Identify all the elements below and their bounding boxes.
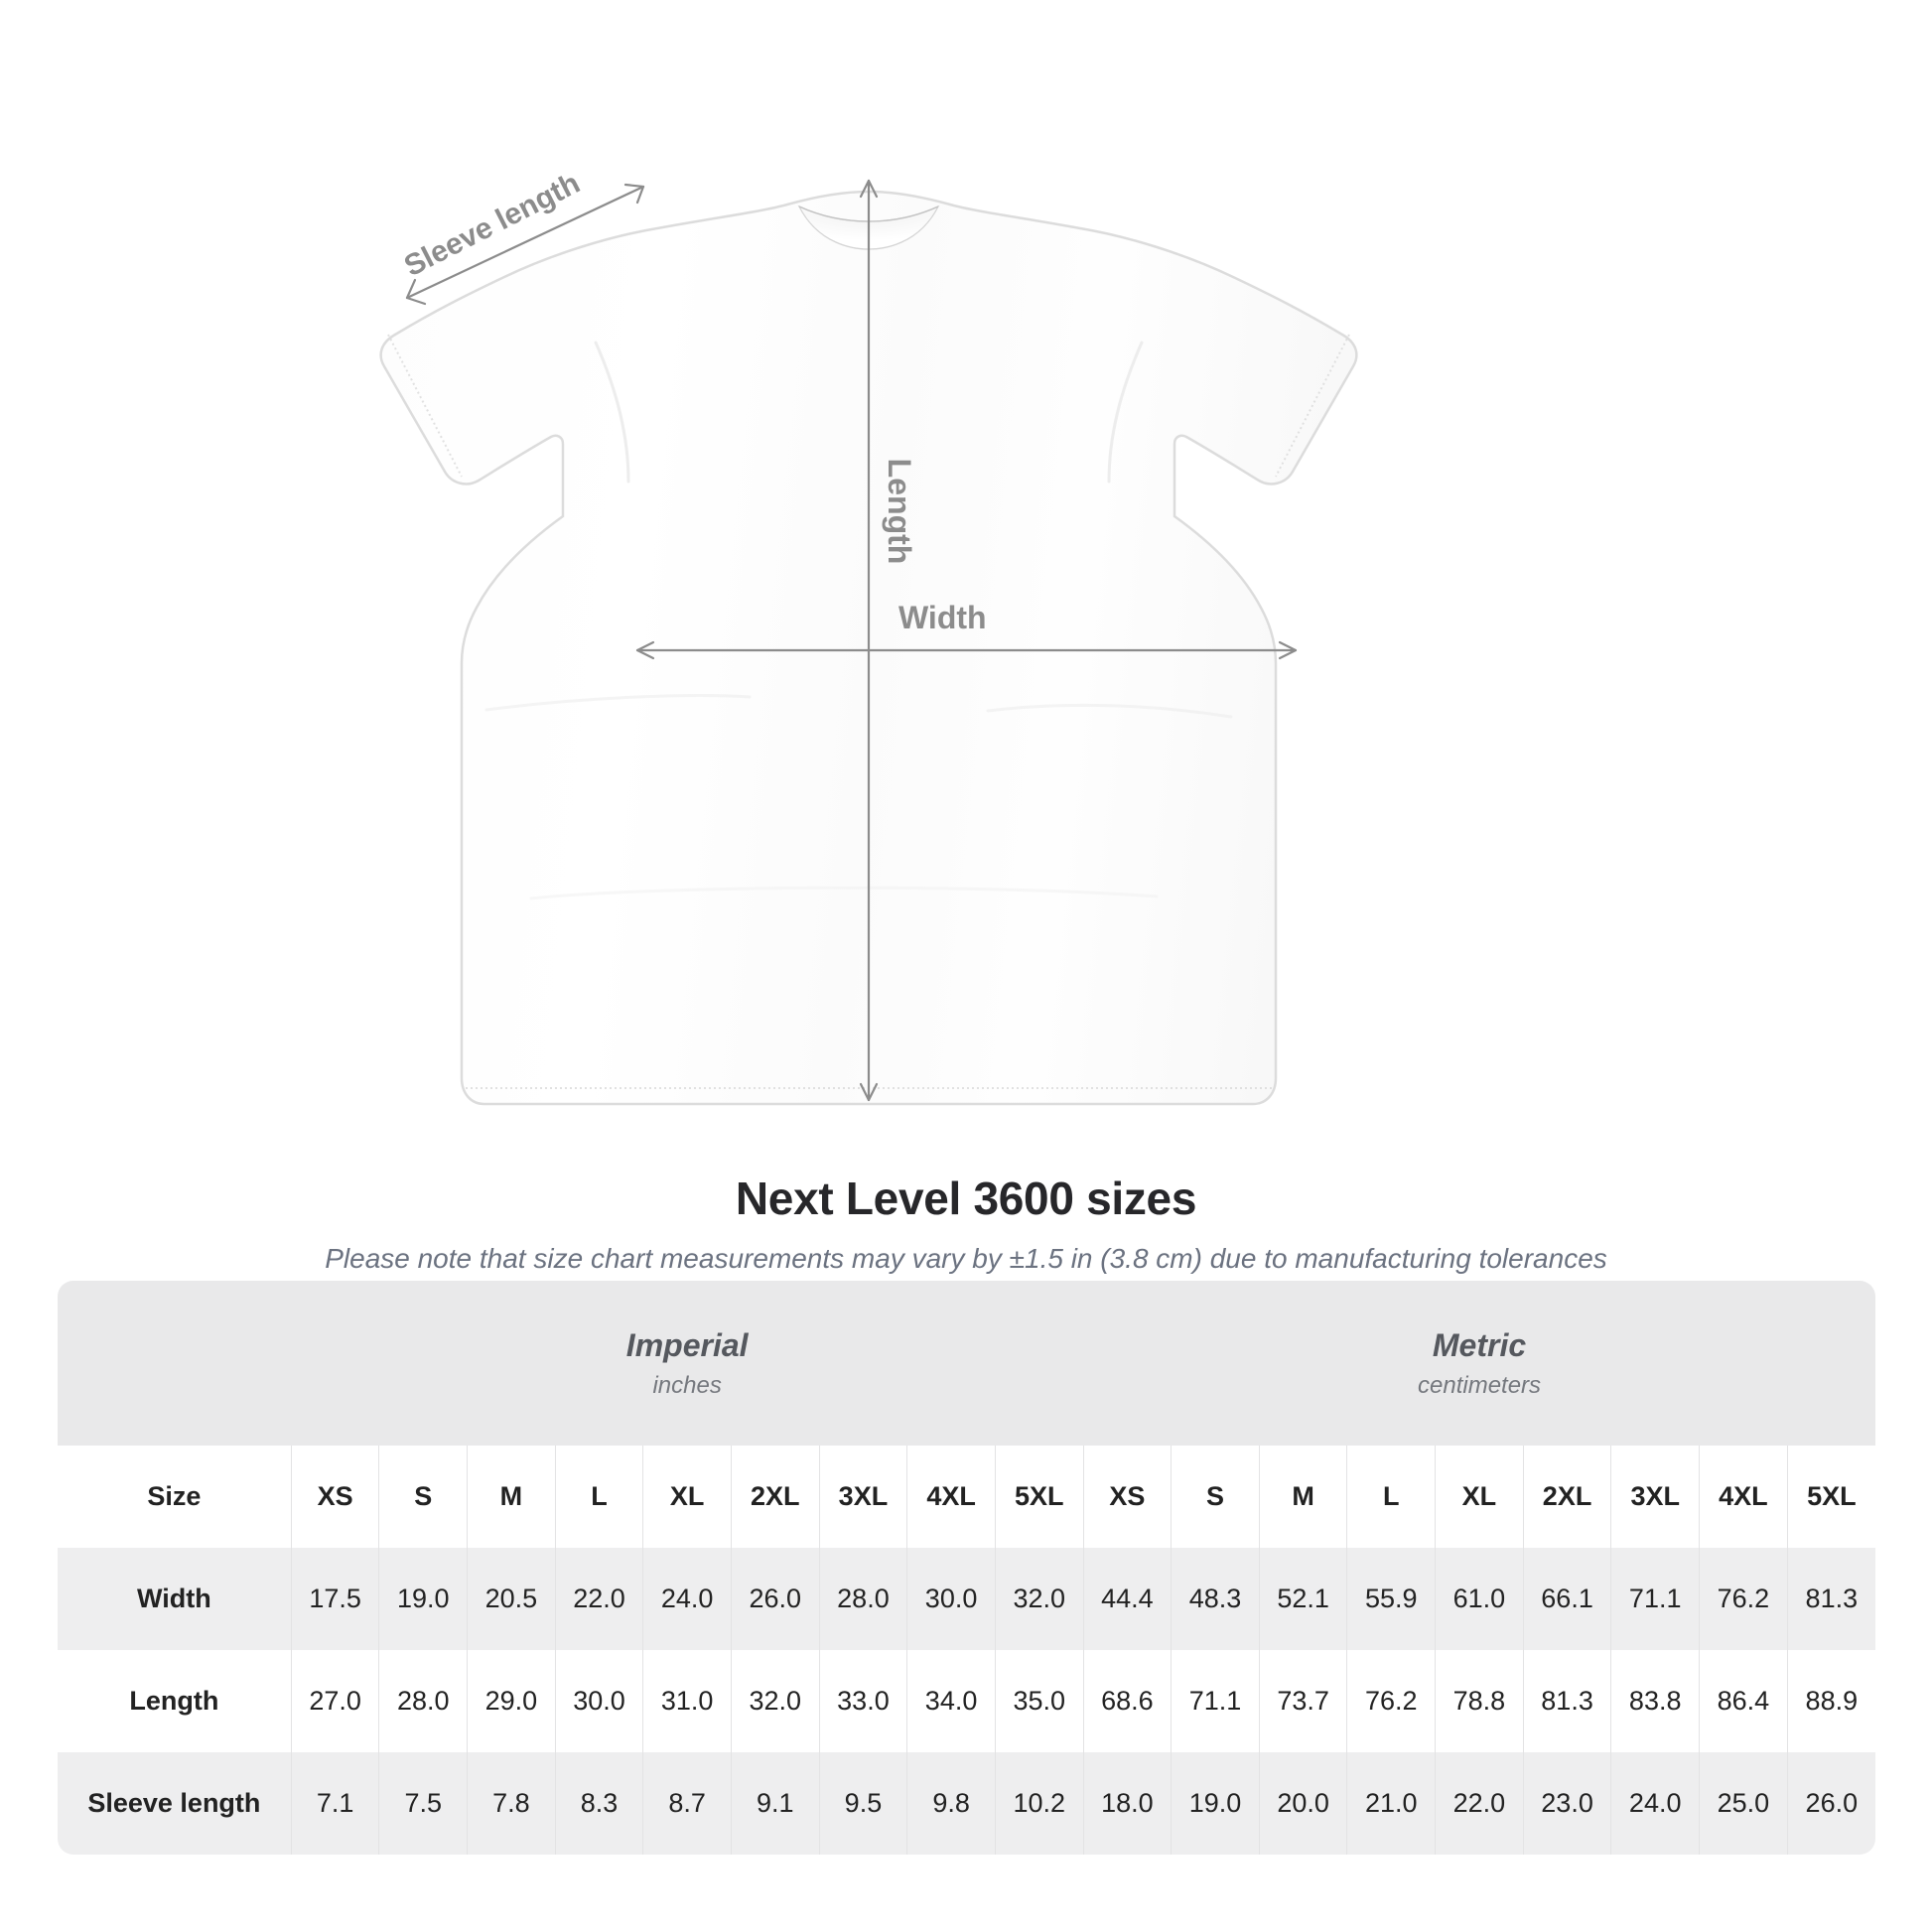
svg-text:Width: Width <box>898 600 987 635</box>
svg-text:Length: Length <box>882 459 917 565</box>
